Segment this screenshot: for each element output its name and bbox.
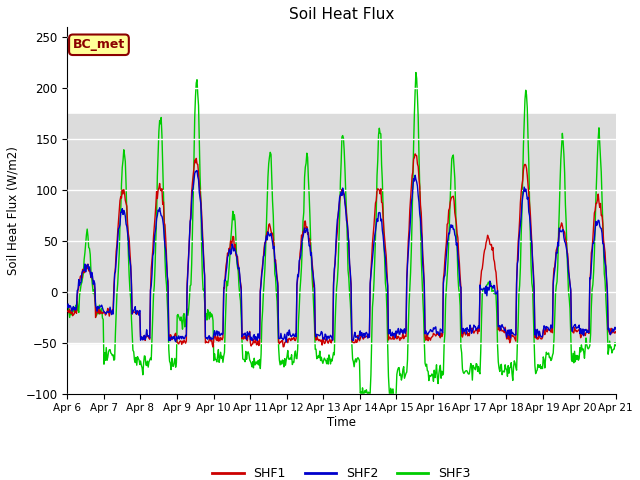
Bar — [67, 114, 616, 343]
Title: Soil Heat Flux: Soil Heat Flux — [289, 7, 394, 22]
Legend: SHF1, SHF2, SHF3: SHF1, SHF2, SHF3 — [207, 462, 476, 480]
Y-axis label: Soil Heat Flux (W/m2): Soil Heat Flux (W/m2) — [7, 146, 20, 275]
Text: BC_met: BC_met — [73, 38, 125, 51]
X-axis label: Time: Time — [327, 416, 356, 429]
